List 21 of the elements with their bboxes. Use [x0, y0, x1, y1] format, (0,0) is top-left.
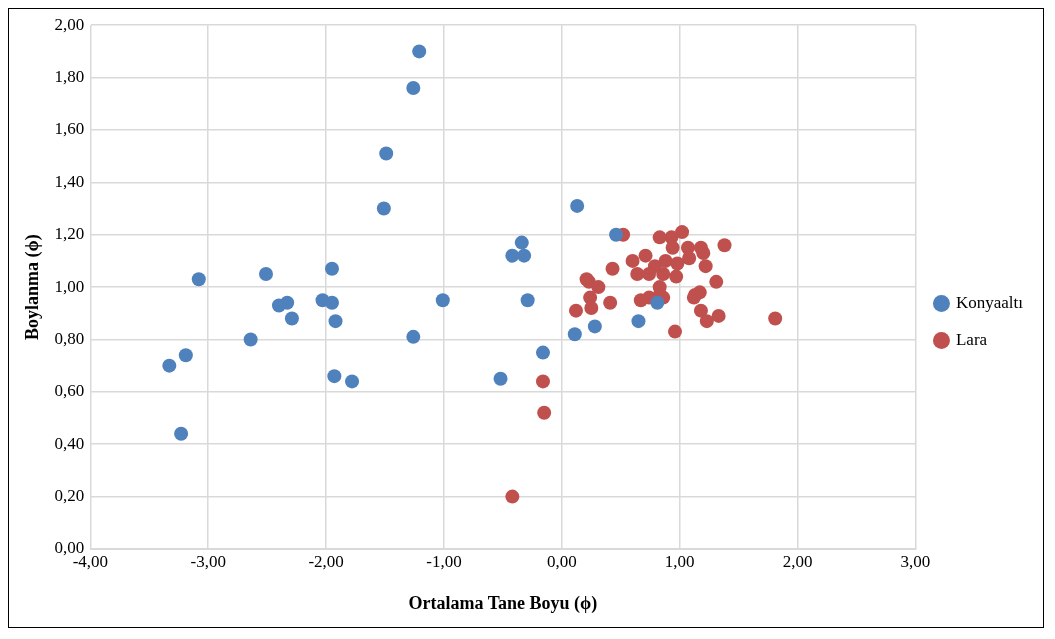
x-tick-label: 2,00: [782, 551, 813, 571]
y-tick-label: 1,20: [54, 224, 85, 244]
x-tick-label: -2,00: [308, 551, 344, 571]
y-tick-label: 0,80: [54, 328, 85, 348]
y-tick-label: 0,20: [54, 486, 85, 506]
x-tick-label: -3,00: [190, 551, 226, 571]
legend-label: Konyaaltı: [955, 292, 1024, 312]
y-tick-label: 0,40: [54, 433, 85, 453]
y-tick-label: 1,80: [54, 67, 85, 87]
y-axis-title: Boylanma (ϕ): [22, 234, 44, 340]
x-tick-label: 0,00: [546, 551, 577, 571]
y-tick-label: 1,60: [54, 119, 85, 139]
y-tick-label: 0,60: [54, 381, 85, 401]
x-tick-label: 3,00: [900, 551, 931, 571]
legend-label: Lara: [955, 329, 988, 349]
x-axis-title: Ortalama Tane Boyu (ϕ): [408, 592, 598, 614]
y-tick-label: 1,00: [54, 276, 85, 296]
x-tick-label: -1,00: [426, 551, 462, 571]
y-tick-label: 2,00: [54, 14, 85, 34]
y-tick-label: 1,40: [54, 171, 85, 191]
x-tick-label: 1,00: [664, 551, 695, 571]
